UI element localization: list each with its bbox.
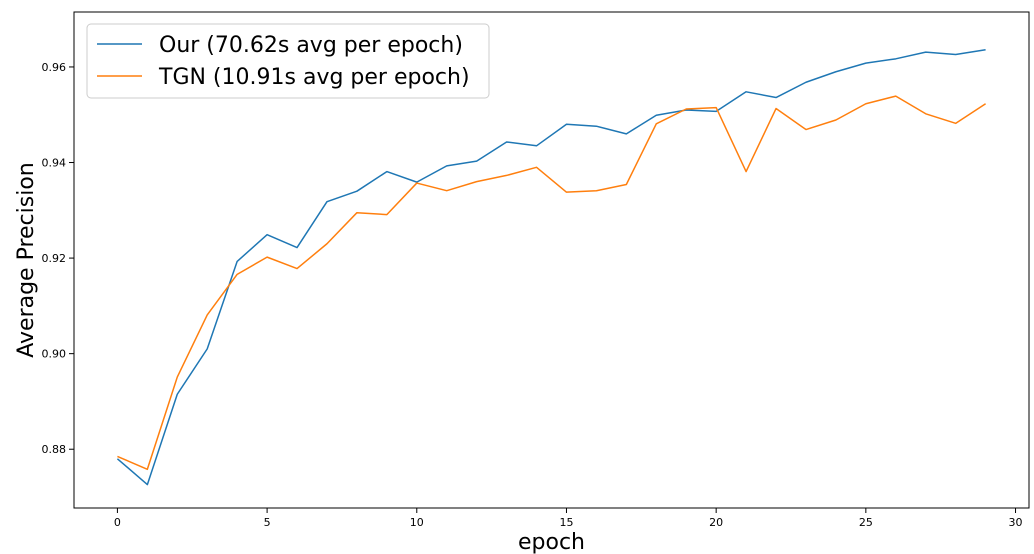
x-tick-label: 0 xyxy=(114,516,121,529)
x-tick-label: 10 xyxy=(410,516,424,529)
x-tick-label: 5 xyxy=(264,516,271,529)
y-tick-label: 0.88 xyxy=(42,443,67,456)
legend: Our (70.62s avg per epoch) TGN (10.91s a… xyxy=(86,23,490,99)
y-tick-label: 0.92 xyxy=(42,252,67,265)
x-axis-ticks: 0 5 10 15 20 25 30 xyxy=(114,508,1023,529)
y-tick-label: 0.90 xyxy=(42,348,67,361)
x-tick-label: 25 xyxy=(859,516,873,529)
series-line-tgn xyxy=(117,95,987,471)
x-axis-title: epoch xyxy=(518,530,585,554)
x-tick-label: 30 xyxy=(1009,516,1023,529)
x-tick-label: 15 xyxy=(559,516,573,529)
legend-label-tgn: TGN (10.91s avg per epoch) xyxy=(158,65,470,90)
series-layer xyxy=(116,49,987,486)
series-line-our xyxy=(116,49,986,486)
legend-box xyxy=(86,23,490,99)
y-axis-title: Average Precision xyxy=(14,162,39,358)
legend-label-our: Our (70.62s avg per epoch) xyxy=(159,33,463,58)
x-tick-label: 20 xyxy=(709,516,723,529)
y-tick-label: 0.94 xyxy=(42,157,67,170)
y-tick-label: 0.96 xyxy=(42,61,67,74)
y-axis-ticks: 0.88 0.90 0.92 0.94 0.96 xyxy=(42,61,74,456)
plot-frame xyxy=(73,11,1030,509)
